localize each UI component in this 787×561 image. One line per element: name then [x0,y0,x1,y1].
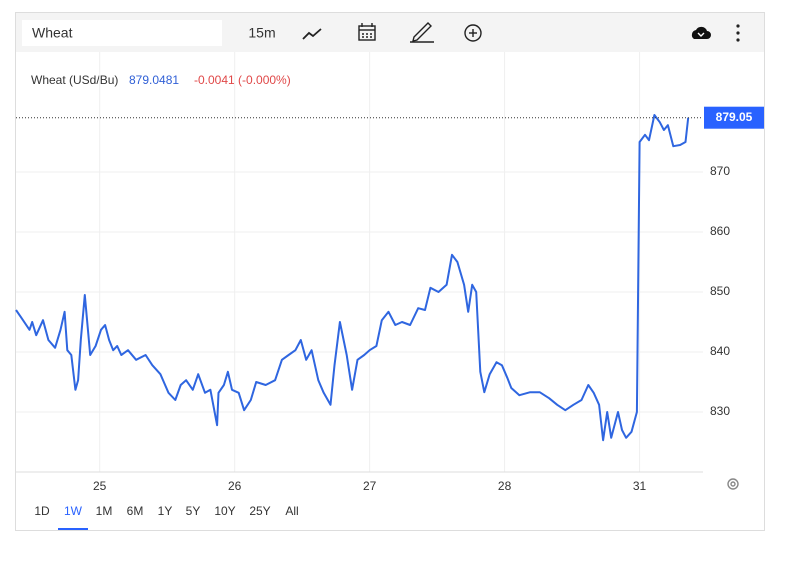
symbol-input[interactable] [22,20,222,46]
y-tick-label: 850 [710,284,730,298]
x-tick-label: 26 [228,479,242,493]
line-style-icon[interactable] [302,28,322,40]
settings-icon[interactable] [727,478,739,490]
range-button[interactable]: 6M [127,504,144,518]
calendar-icon[interactable] [358,23,376,41]
y-tick-label: 860 [710,224,730,238]
x-tick-label: 27 [363,479,377,493]
range-button[interactable]: 5Y [186,504,201,518]
interval-button[interactable]: 15m [248,25,275,41]
range-button[interactable]: 10Y [214,504,235,518]
add-icon[interactable] [464,24,482,42]
y-tick-label: 840 [710,344,730,358]
draw-icon[interactable] [410,22,434,43]
price-tag [704,106,764,129]
range-button[interactable]: All [285,504,298,518]
x-tick-label: 25 [93,479,107,493]
price-tag-label: 879.05 [716,110,753,124]
range-button[interactable]: 1M [96,504,113,518]
range-button[interactable]: 1W [64,504,83,518]
x-tick-label: 28 [498,479,512,493]
legend-value: 879.0481 [129,73,179,87]
range-button[interactable]: 1Y [158,504,173,518]
y-tick-label: 870 [710,164,730,178]
range-button[interactable]: 25Y [249,504,270,518]
legend-name: Wheat (USd/Bu) [31,73,118,87]
panel [15,12,765,531]
download-icon[interactable] [691,26,711,39]
y-tick-label: 830 [710,404,730,418]
range-button[interactable]: 1D [34,504,50,518]
x-tick-label: 31 [633,479,647,493]
legend-change: -0.0041 (-0.000%) [194,73,291,87]
menu-icon[interactable] [736,24,740,42]
price-line [15,114,690,442]
symbol-text: Wheat [32,25,73,41]
